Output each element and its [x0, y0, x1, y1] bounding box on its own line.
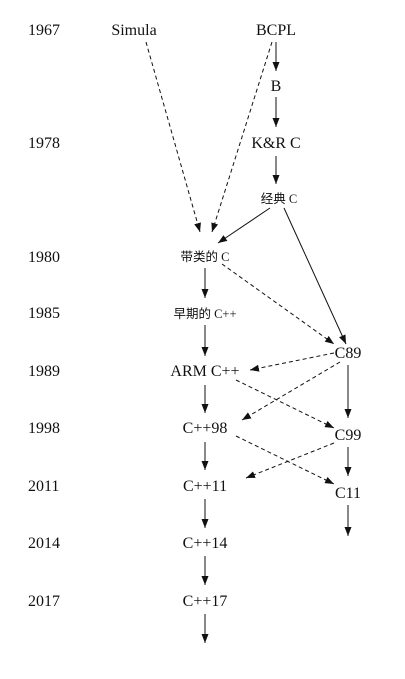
- node-b: B: [271, 78, 282, 95]
- node-simula: Simula: [111, 22, 156, 39]
- node-c-with-classes: 带类的 C: [181, 249, 230, 264]
- edge-c-with-classes-to-c89: [221, 263, 335, 345]
- edges: [145, 41, 352, 643]
- year-label-2017: 2017: [28, 593, 60, 610]
- edge-simula-to-c-with-classes: [145, 41, 201, 233]
- year-label-1967: 1967: [28, 22, 60, 39]
- node-cpp11: C++11: [183, 478, 227, 495]
- edge-c89-to-cpp98: [241, 361, 341, 421]
- year-label-1980: 1980: [28, 249, 60, 266]
- edge-bcpl-to-c-with-classes: [211, 41, 273, 233]
- year-axis: 1967 1978 1980 1985 1989 1998 2011 2014 …: [28, 22, 60, 610]
- node-cpp98: C++98: [183, 420, 228, 437]
- node-early-cpp: 早期的 C++: [173, 306, 236, 321]
- edge-classic-c-to-c-with-classes: [217, 207, 271, 244]
- node-cpp17: C++17: [183, 593, 228, 610]
- edge-classic-c-to-c89: [283, 207, 347, 345]
- year-label-2011: 2011: [28, 478, 59, 495]
- year-label-1989: 1989: [28, 363, 60, 380]
- node-bcpl: BCPL: [256, 22, 296, 39]
- node-c89: C89: [335, 345, 362, 362]
- edge-arm-cpp-to-c99: [235, 379, 335, 429]
- node-cpp14: C++14: [183, 535, 228, 552]
- node-arm-cpp: ARM C++: [170, 363, 239, 380]
- nodes: Simula BCPL B K&R C 经典 C 带类的 C 早期的 C++ C…: [111, 22, 361, 610]
- year-label-1998: 1998: [28, 420, 60, 437]
- year-label-2014: 2014: [28, 535, 60, 552]
- year-label-1985: 1985: [28, 305, 60, 322]
- node-c11: C11: [335, 485, 361, 502]
- node-classic-c: 经典 C: [261, 192, 297, 206]
- edge-c89-to-arm-cpp: [249, 352, 335, 372]
- node-c99: C99: [335, 427, 362, 444]
- edge-cpp98-to-c11: [235, 435, 335, 485]
- node-kr-c: K&R C: [251, 135, 300, 152]
- year-label-1978: 1978: [28, 135, 60, 152]
- edge-c99-to-cpp11: [245, 442, 335, 479]
